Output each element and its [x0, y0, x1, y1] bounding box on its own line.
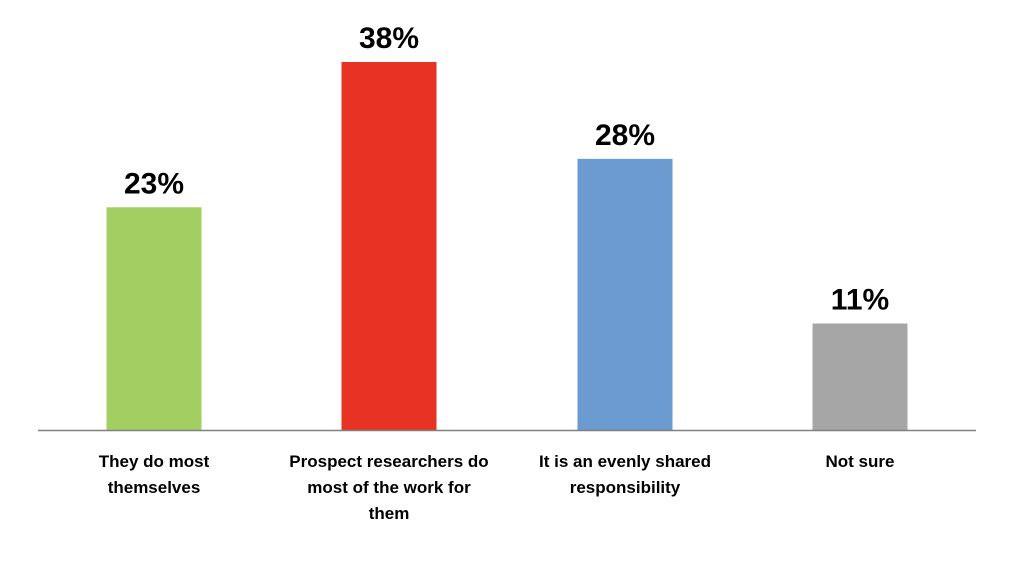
category-label-line: most of the work for — [307, 478, 471, 497]
bar-1 — [106, 207, 202, 430]
bars-layer — [106, 62, 908, 430]
bar-3 — [577, 158, 673, 430]
category-label-line: It is an evenly shared — [539, 452, 711, 471]
value-label-4: 11% — [831, 283, 889, 316]
category-label-1: They do most themselves — [99, 452, 210, 497]
category-label-line: Prospect researchers do — [289, 452, 488, 471]
category-label-line: responsibility — [570, 478, 681, 497]
category-label-2: Prospect researchers do most of the work … — [289, 452, 488, 523]
value-label-1: 23% — [124, 167, 184, 200]
category-labels-layer: They do most themselves Prospect researche… — [99, 452, 895, 523]
category-label-line: Not sure — [826, 452, 895, 471]
value-label-2: 38% — [359, 22, 419, 55]
value-label-3: 28% — [595, 119, 655, 152]
category-label-line: They do most — [99, 452, 210, 471]
bar-2 — [341, 62, 437, 430]
bar-4 — [812, 323, 908, 430]
category-label-4: Not sure — [826, 452, 895, 471]
category-label-line: them — [369, 504, 410, 523]
category-label-line: themselves — [108, 478, 201, 497]
value-labels-layer: 23% 38% 28% 11% — [124, 22, 889, 316]
category-label-3: It is an evenly shared responsibility — [539, 452, 711, 497]
